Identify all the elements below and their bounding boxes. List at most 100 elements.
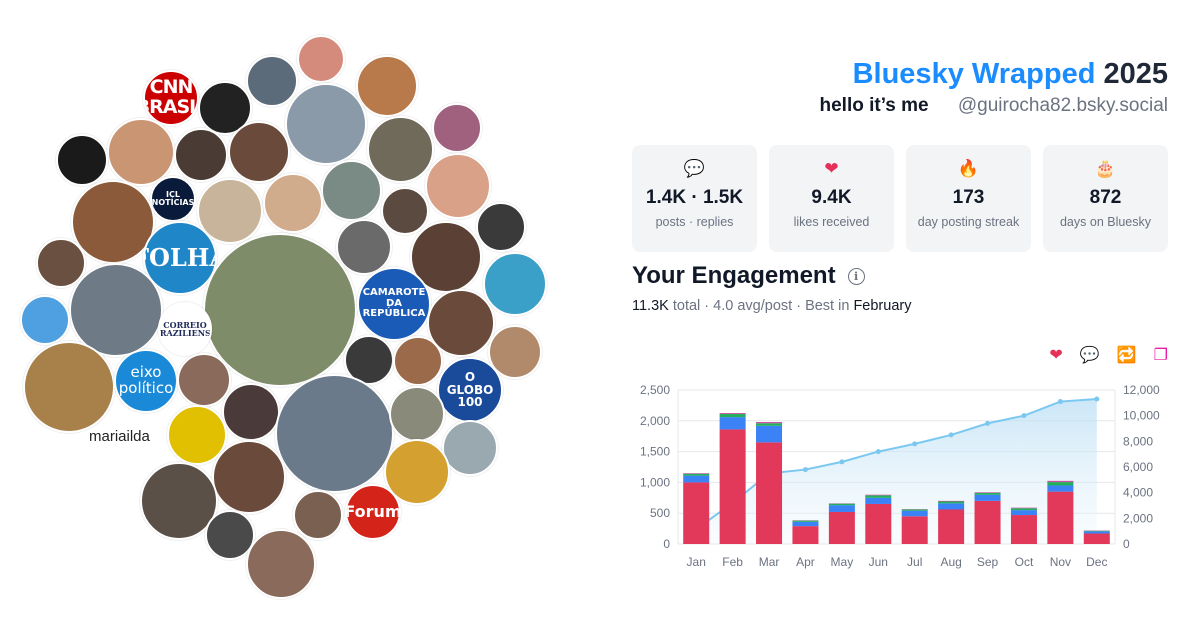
y-left-tick-label: 1,500 [640, 445, 670, 459]
avatar[interactable] [23, 341, 115, 433]
y-left-tick-label: 1,000 [640, 475, 670, 489]
cumulative-point [839, 459, 845, 465]
bar-segment [938, 501, 965, 504]
avatar[interactable] [297, 35, 345, 83]
avatar[interactable] [69, 263, 163, 357]
icl-noticias-logo[interactable]: ICL NOTÍCIAS [150, 176, 196, 222]
y-right-tick-label: 8,000 [1123, 434, 1153, 448]
bar-segment [1047, 480, 1074, 483]
avatar[interactable] [212, 440, 286, 514]
correio-braziliense-logo-text: CORREIO BRAZILIENSE [159, 319, 211, 338]
avatar[interactable] [56, 134, 108, 186]
cumulative-point [985, 420, 991, 426]
avatar[interactable] [367, 116, 434, 183]
cumulative-point [875, 449, 881, 455]
avatar[interactable] [476, 202, 526, 252]
avatar[interactable] [263, 173, 323, 233]
avatar[interactable] [293, 490, 343, 540]
engagement-best-prefix: Best in [805, 298, 850, 314]
avatar[interactable] [107, 118, 175, 186]
avatar[interactable] [336, 219, 392, 275]
avatar[interactable] [356, 55, 418, 117]
display-name: hello it’s me [819, 95, 929, 116]
cnn-brasil-logo-text: CNN BRASIL [145, 76, 197, 118]
bar-segment [828, 511, 855, 544]
o-globo-100-logo[interactable]: O GLOBO 100 [437, 357, 503, 423]
bar-segment [792, 520, 819, 522]
avatar[interactable] [275, 374, 394, 493]
stats-row: 💬 1.4K · 1.5K posts · replies ❤ 9.4K lik… [632, 145, 1168, 252]
avatar[interactable] [488, 325, 542, 379]
avatar[interactable] [432, 103, 482, 153]
folha-logo[interactable]: FOLHA [143, 221, 217, 295]
quote-icon[interactable]: ❐ [1153, 347, 1168, 364]
bar-segment [865, 494, 892, 496]
avatar[interactable] [174, 128, 228, 182]
folha-logo-text: FOLHA [145, 243, 215, 273]
y-right-tick-label: 6,000 [1123, 460, 1153, 474]
avatar[interactable] [246, 529, 316, 599]
avatar[interactable] [203, 233, 357, 387]
avatar[interactable] [177, 353, 231, 407]
avatar[interactable] [381, 187, 429, 235]
camarote-logo[interactable]: CAMAROTE DA REPÚBLICA [357, 267, 431, 341]
user-handle[interactable]: @guirocha82.bsky.social [957, 95, 1168, 116]
x-tick-label: Oct [1015, 555, 1034, 569]
cnn-brasil-logo[interactable]: CNN BRASIL [143, 70, 199, 126]
stat-value: 872 [1089, 187, 1122, 208]
correio-braziliense-logo[interactable]: CORREIO BRAZILIENSE [158, 302, 212, 356]
bar-segment [756, 422, 783, 424]
avatar[interactable] [389, 386, 445, 442]
bar-segment [719, 417, 746, 430]
bar-segment [792, 521, 819, 527]
bar-segment [974, 492, 1001, 493]
avatar[interactable] [321, 160, 382, 221]
bar-segment [938, 509, 965, 544]
stat-value: 173 [952, 187, 985, 208]
heart-icon[interactable]: ❤ [1049, 347, 1063, 364]
avatar[interactable] [20, 295, 70, 345]
engagement-title: Your Engagement [632, 262, 836, 289]
bar-segment [792, 526, 819, 544]
avatar[interactable] [228, 121, 290, 183]
avatar[interactable] [246, 55, 298, 107]
forum-logo[interactable]: Forum [345, 484, 401, 540]
bar-segment [1010, 508, 1037, 511]
bar-segment [683, 475, 710, 483]
info-icon[interactable]: i [847, 267, 865, 285]
bar-segment [756, 423, 783, 426]
avatar[interactable] [167, 405, 227, 465]
bar-segment [938, 500, 965, 502]
x-tick-label: Mar [759, 555, 780, 569]
bar-segment [1083, 531, 1110, 534]
y-left-tick-label: 2,500 [640, 383, 670, 397]
y-right-tick-label: 12,000 [1123, 383, 1160, 397]
repost-icon[interactable]: 🔁 [1116, 347, 1137, 364]
avatar[interactable] [393, 336, 443, 386]
bar-segment [865, 495, 892, 498]
bar-segment [974, 492, 1001, 495]
avatar[interactable] [36, 238, 86, 288]
bar-segment [1010, 507, 1037, 509]
bar-segment [756, 442, 783, 544]
avatar[interactable] [483, 252, 547, 316]
cumulative-point [1057, 399, 1063, 405]
stat-value: 9.4K [811, 187, 852, 208]
avatar[interactable] [285, 83, 367, 165]
stat-card-likes: ❤ 9.4K likes received [769, 145, 894, 252]
stat-label: day posting streak [917, 215, 1020, 229]
bar-segment [719, 414, 746, 418]
y-left-tick-label: 2,000 [640, 414, 670, 428]
avatar[interactable] [222, 383, 280, 441]
reply-icon[interactable]: 💬 [1079, 347, 1100, 364]
eixo-politico-logo[interactable]: eixo político [114, 349, 178, 413]
avatar[interactable] [425, 153, 491, 219]
bar-segment [901, 510, 928, 517]
engagement-summary: 11.3K total · 4.0 avg/post · Best in Feb… [632, 298, 912, 314]
x-tick-label: Jun [869, 555, 888, 569]
avatar[interactable] [205, 510, 255, 560]
bar-segment [828, 503, 855, 506]
avatar[interactable] [442, 420, 498, 476]
avatar[interactable] [198, 81, 252, 135]
x-tick-label: Dec [1086, 555, 1107, 569]
